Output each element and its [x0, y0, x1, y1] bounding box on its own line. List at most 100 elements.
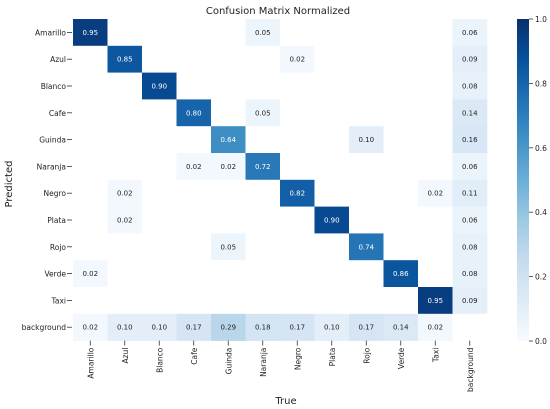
- heatmap-cell: [107, 45, 143, 73]
- heatmap-cell: [418, 126, 453, 154]
- heatmap-cell: [176, 233, 212, 261]
- heatmap-cell: [211, 179, 246, 207]
- heatmap-cell: [418, 179, 453, 207]
- heatmap-cell: [383, 72, 419, 100]
- cell-value-label: 0.10: [151, 324, 167, 332]
- heatmap-cell: [349, 179, 384, 207]
- cell-value-label: 0.05: [255, 29, 271, 37]
- heatmap-cell: [245, 260, 281, 288]
- heatmap-cell: [383, 233, 419, 261]
- cell-value-label: 0.11: [462, 190, 478, 198]
- cell-value-label: 0.64: [220, 136, 236, 144]
- heatmap-cell: [107, 72, 143, 100]
- y-tick-label: Plata: [47, 216, 66, 225]
- cell-value-label: 0.02: [82, 324, 98, 332]
- y-tick-label: Rojo: [50, 243, 67, 252]
- cell-value-label: 0.18: [255, 324, 271, 332]
- x-tick-label: Negro: [293, 347, 302, 370]
- heatmap-cell: [452, 72, 488, 100]
- heatmap-cell: [245, 45, 281, 73]
- heatmap-cell: [349, 287, 384, 315]
- x-tick-label: Amarillo: [86, 347, 95, 378]
- x-tick-label: Plata: [328, 348, 337, 367]
- heatmap-cell: [280, 126, 315, 154]
- cell-value-label: 0.90: [324, 217, 340, 225]
- cell-value-label: 0.02: [186, 163, 202, 171]
- heatmap-cell: [245, 19, 281, 47]
- heatmap-cell: [73, 233, 108, 261]
- heatmap-cell: [73, 287, 108, 315]
- heatmap-cell: [107, 179, 143, 207]
- cell-value-label: 0.09: [462, 297, 478, 305]
- heatmap-cell: [418, 313, 453, 341]
- heatmap-cell: [176, 45, 212, 73]
- cell-value-label: 0.08: [462, 270, 478, 278]
- cell-value-label: 0.02: [220, 163, 236, 171]
- heatmap-cell: [73, 206, 108, 234]
- heatmap-cell: [245, 313, 281, 341]
- heatmap-cell: [280, 287, 315, 315]
- heatmap-cell: [452, 179, 488, 207]
- heatmap-cell: [418, 153, 453, 181]
- heatmap-cell: [211, 313, 246, 341]
- heatmap-cell: [280, 233, 315, 261]
- colorbar: [517, 19, 529, 341]
- heatmap-cell: [314, 206, 350, 234]
- cell-value-label: 0.09: [462, 56, 478, 64]
- heatmap-cell: [383, 287, 419, 315]
- x-axis-label: True: [274, 396, 296, 407]
- heatmap-cell: [107, 260, 143, 288]
- heatmap-cell: [142, 287, 177, 315]
- heatmap-cell: [107, 313, 143, 341]
- heatmap-cell: [142, 72, 177, 100]
- heatmap-cell: [176, 260, 212, 288]
- heatmap-cell: [211, 126, 246, 154]
- heatmap-cell: [211, 233, 246, 261]
- heatmap-cell: [349, 313, 384, 341]
- heatmap-cell: [245, 126, 281, 154]
- x-tick-label: Blanco: [155, 347, 164, 373]
- heatmap-cell: [176, 72, 212, 100]
- cell-value-label: 0.06: [462, 163, 478, 171]
- heatmap-cell: [211, 260, 246, 288]
- cell-value-label: 0.05: [220, 243, 236, 251]
- cell-value-label: 0.05: [255, 109, 271, 117]
- y-tick-label: background: [22, 323, 67, 332]
- heatmap-cell: [349, 99, 384, 127]
- heatmap-cell: [452, 19, 488, 47]
- cell-value-label: 0.17: [358, 324, 374, 332]
- heatmap-cell: [73, 72, 108, 100]
- cell-value-label: 0.16: [462, 136, 478, 144]
- y-axis-label: Predicted: [4, 161, 15, 208]
- heatmap-cell: [452, 99, 488, 127]
- heatmap-cell: [418, 45, 453, 73]
- heatmap-cell: [383, 179, 419, 207]
- heatmap-cell: [107, 19, 143, 47]
- heatmap-cell: [314, 19, 350, 47]
- heatmap-cell: [142, 45, 177, 73]
- colorbar-ticks: 0.0 0.2 0.4 0.6 0.8 1.0: [529, 15, 547, 346]
- heatmap-cell: [176, 153, 212, 181]
- cell-value-label: 0.74: [358, 243, 374, 251]
- heatmap-cell: [211, 153, 246, 181]
- heatmap-cell: [418, 19, 453, 47]
- x-tick-label: Taxi: [431, 348, 440, 363]
- heatmap-cell: [349, 72, 384, 100]
- heatmap-cell: [211, 99, 246, 127]
- heatmap-cell: [176, 313, 212, 341]
- heatmap-cell: [107, 287, 143, 315]
- heatmap-cell: [452, 45, 488, 73]
- heatmap-cell: [176, 179, 212, 207]
- heatmap-cell: [383, 206, 419, 234]
- heatmap-cell: [383, 99, 419, 127]
- y-tick-label: Blanco: [41, 82, 67, 91]
- heatmap-cell: [245, 153, 281, 181]
- cell-value-label: 0.02: [427, 324, 443, 332]
- cell-value-label: 0.02: [117, 190, 133, 198]
- cell-value-label: 0.02: [117, 217, 133, 225]
- heatmap-cell: [452, 153, 488, 181]
- cell-value-label: 0.90: [151, 83, 167, 91]
- heatmap-cell: [349, 19, 384, 47]
- heatmap-cell: [280, 45, 315, 73]
- heatmap-cell: [452, 313, 488, 341]
